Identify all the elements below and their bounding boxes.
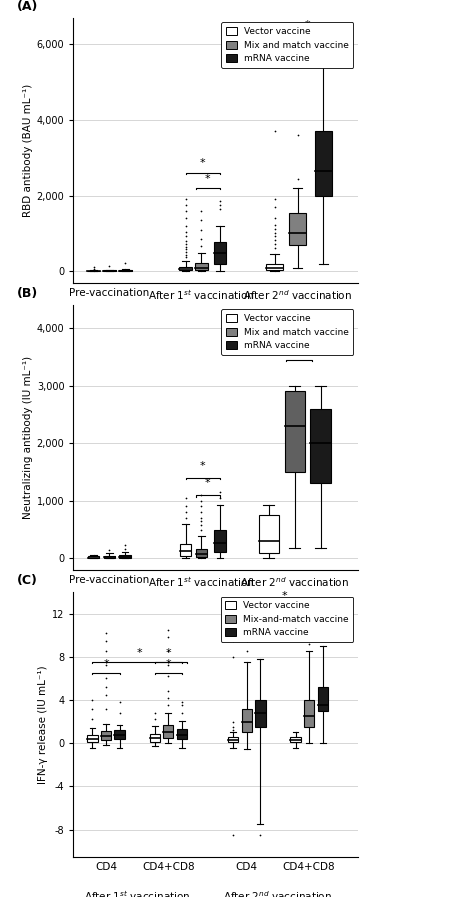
Bar	[318, 687, 328, 710]
Text: *: *	[325, 45, 330, 55]
Text: *: *	[306, 317, 312, 327]
Legend: Vector vaccine, Mix and match vaccine, mRNA vaccine: Vector vaccine, Mix and match vaccine, m…	[221, 309, 353, 355]
Text: After 1$^{st}$ vaccination: After 1$^{st}$ vaccination	[84, 889, 191, 897]
Text: *: *	[205, 173, 210, 184]
Y-axis label: IFN-γ release (IU mL⁻¹): IFN-γ release (IU mL⁻¹)	[38, 665, 48, 784]
Legend: Vector vaccine, Mix-and-match vaccine, mRNA vaccine: Vector vaccine, Mix-and-match vaccine, m…	[221, 597, 353, 642]
Legend: Vector vaccine, Mix and match vaccine, mRNA vaccine: Vector vaccine, Mix and match vaccine, m…	[221, 22, 353, 68]
Bar	[315, 131, 332, 196]
Text: *: *	[165, 658, 171, 668]
Bar	[284, 391, 305, 472]
Bar	[88, 556, 100, 558]
Text: After 2$^{nd}$ vaccination: After 2$^{nd}$ vaccination	[223, 889, 332, 897]
Bar	[291, 736, 301, 742]
Bar	[104, 556, 115, 558]
Y-axis label: Neutralizing antibody (IU mL⁻¹): Neutralizing antibody (IU mL⁻¹)	[23, 356, 33, 518]
Text: *: *	[296, 37, 302, 47]
Bar	[304, 700, 314, 727]
Text: *: *	[244, 619, 250, 629]
Text: *: *	[296, 343, 302, 353]
Bar	[114, 730, 125, 739]
Text: *: *	[278, 605, 283, 614]
Y-axis label: RBD antibody (BAU mL⁻¹): RBD antibody (BAU mL⁻¹)	[23, 83, 33, 217]
Text: (A): (A)	[17, 0, 38, 13]
Bar	[255, 700, 265, 727]
Bar	[289, 213, 306, 245]
Bar	[196, 550, 207, 557]
Text: *: *	[306, 605, 312, 614]
Bar	[310, 408, 330, 483]
Bar	[163, 725, 173, 738]
Bar	[101, 731, 111, 740]
Text: *: *	[200, 159, 206, 169]
Bar	[87, 735, 98, 742]
Text: *: *	[103, 658, 109, 668]
Bar	[259, 515, 279, 553]
Bar	[119, 554, 131, 558]
Bar	[118, 270, 132, 271]
Text: *: *	[205, 478, 210, 488]
Text: *: *	[306, 619, 312, 629]
Text: *: *	[165, 648, 171, 658]
Bar	[214, 530, 226, 553]
Text: *: *	[282, 590, 288, 601]
Bar	[150, 734, 160, 742]
Text: *: *	[305, 20, 310, 30]
Bar	[179, 266, 192, 270]
Bar	[228, 736, 238, 742]
Text: *: *	[137, 648, 143, 658]
Text: (C): (C)	[17, 574, 37, 587]
Bar	[195, 263, 208, 270]
Bar	[242, 709, 252, 733]
Bar	[213, 241, 227, 264]
Bar	[177, 729, 187, 739]
Bar	[180, 544, 191, 556]
Text: (B): (B)	[17, 287, 38, 300]
Text: *: *	[200, 461, 206, 471]
Bar	[266, 264, 283, 270]
